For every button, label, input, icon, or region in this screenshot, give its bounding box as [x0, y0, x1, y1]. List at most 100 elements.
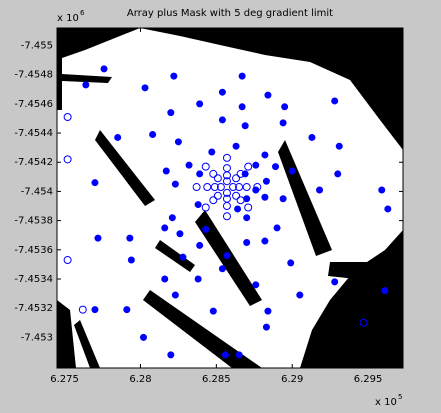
- open-point: [244, 203, 253, 212]
- open-point: [216, 183, 225, 192]
- point: [100, 65, 108, 73]
- point: [167, 351, 175, 359]
- open-point: [192, 183, 201, 192]
- point: [170, 72, 178, 80]
- open-point: [236, 196, 245, 205]
- point: [221, 351, 229, 359]
- open-point: [236, 169, 245, 178]
- x-exponent-power: 5: [398, 393, 402, 401]
- point: [126, 234, 134, 242]
- open-point: [63, 113, 72, 122]
- open-point: [222, 164, 231, 173]
- point: [238, 72, 246, 80]
- point: [209, 307, 217, 315]
- point: [241, 122, 249, 130]
- point: [264, 307, 272, 315]
- point: [196, 170, 204, 178]
- point: [91, 306, 99, 314]
- y-tick-label: -7.4534: [14, 274, 53, 285]
- point: [161, 224, 169, 232]
- open-point: [201, 203, 210, 212]
- point: [185, 161, 193, 169]
- point: [234, 205, 242, 213]
- open-point: [242, 183, 251, 192]
- point: [261, 193, 269, 201]
- point: [235, 351, 243, 359]
- point: [335, 142, 343, 150]
- open-point: [222, 202, 231, 211]
- open-point: [229, 183, 238, 192]
- point: [331, 278, 339, 286]
- point: [262, 177, 270, 185]
- y-tick-label: -7.4542: [14, 157, 53, 168]
- open-point: [209, 169, 218, 178]
- point: [168, 214, 176, 222]
- open-point: [203, 183, 212, 192]
- point: [91, 179, 99, 187]
- chart-title: Array plus Mask with 5 deg gradient limi…: [127, 8, 333, 19]
- point: [252, 281, 260, 289]
- point: [334, 170, 342, 178]
- point: [94, 234, 102, 242]
- point: [218, 88, 226, 96]
- point: [243, 195, 251, 203]
- point: [161, 275, 169, 283]
- point: [288, 167, 296, 175]
- x-tick-label: 6.295: [354, 374, 383, 385]
- y-tick-label: -7.4532: [14, 303, 53, 314]
- x-tick-label: 6.275: [50, 374, 79, 385]
- axes-box: [56, 27, 404, 369]
- open-point: [210, 183, 219, 192]
- x-tick-label: 6.28: [129, 374, 151, 385]
- y-exponent-power: 6: [80, 9, 85, 17]
- point: [179, 253, 187, 261]
- open-point: [253, 183, 262, 192]
- point: [194, 201, 202, 209]
- point: [82, 81, 90, 89]
- point: [218, 265, 226, 273]
- point: [287, 259, 295, 267]
- y-tick-label: -7.4548: [14, 70, 53, 81]
- point: [194, 275, 202, 283]
- point: [264, 91, 272, 99]
- y-exponent-base: x 10: [57, 13, 79, 24]
- point: [171, 180, 179, 188]
- point: [176, 230, 184, 238]
- point: [273, 224, 281, 232]
- open-point: [222, 188, 231, 197]
- point: [174, 138, 182, 146]
- open-point: [222, 212, 231, 221]
- point: [378, 186, 386, 194]
- point: [243, 214, 251, 222]
- open-point: [78, 305, 87, 314]
- point: [384, 205, 392, 213]
- point: [162, 167, 170, 175]
- open-point: [201, 162, 210, 171]
- point: [149, 131, 157, 139]
- point: [127, 256, 135, 264]
- open-point: [244, 162, 253, 171]
- point: [202, 225, 210, 233]
- point: [296, 291, 304, 299]
- point: [196, 241, 204, 249]
- point: [140, 333, 147, 341]
- open-point: [63, 256, 72, 265]
- y-tick-label: -7.455: [21, 41, 53, 52]
- mask: [57, 28, 403, 368]
- x-exponent-base: x 10: [375, 397, 397, 408]
- open-point: [209, 196, 218, 205]
- open-point: [222, 153, 231, 162]
- open-point: [63, 155, 72, 164]
- open-point: [359, 318, 368, 327]
- y-tick-label: -7.4538: [14, 216, 53, 227]
- point: [123, 306, 131, 314]
- point: [218, 116, 226, 124]
- y-tick-label: -7.453: [21, 332, 53, 343]
- open-point: [235, 183, 244, 192]
- point: [316, 186, 324, 194]
- y-tick-label: -7.4536: [14, 245, 53, 256]
- point: [171, 291, 179, 299]
- point: [381, 287, 389, 295]
- open-point: [232, 191, 241, 200]
